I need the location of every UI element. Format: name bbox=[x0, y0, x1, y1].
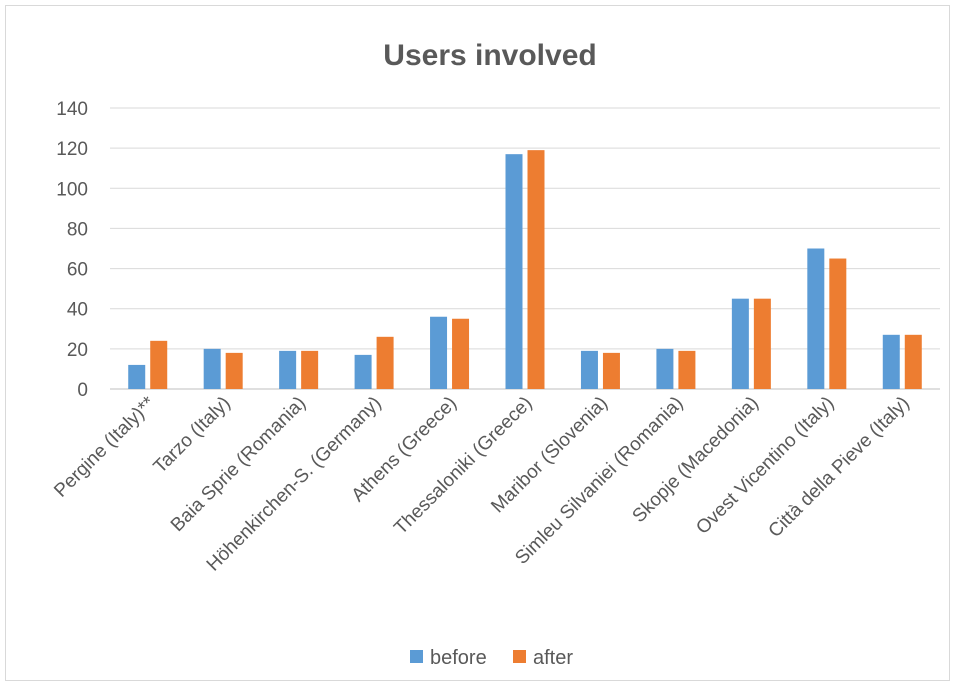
bar-after-6 bbox=[602, 352, 620, 389]
y-tick-label: 40 bbox=[67, 300, 88, 321]
x-tick-label: Città della Pieve (Italy) bbox=[765, 393, 914, 542]
x-tick-label: Ovest Vicentino (Italy) bbox=[692, 393, 838, 539]
bar-after-8 bbox=[753, 298, 771, 389]
bar-before-8 bbox=[731, 298, 749, 389]
bar-before-4 bbox=[430, 316, 448, 389]
gridlines bbox=[110, 107, 940, 390]
bar-after-9 bbox=[829, 258, 847, 389]
y-tick-label: 20 bbox=[67, 340, 88, 361]
legend-label-after: after bbox=[533, 647, 573, 669]
bar-after-5 bbox=[527, 150, 545, 389]
bar-before-5 bbox=[505, 154, 523, 389]
legend-label-before: before bbox=[430, 647, 487, 669]
chart-title: Users involved bbox=[383, 39, 596, 72]
legend: before after bbox=[410, 647, 573, 669]
x-tick-label: Thessaloniki (Greece) bbox=[390, 393, 536, 539]
legend-swatch-after bbox=[513, 650, 526, 663]
bar-after-10 bbox=[904, 334, 922, 389]
bar-before-0 bbox=[128, 364, 146, 389]
y-tick-label: 60 bbox=[67, 260, 88, 281]
x-tick-label: Skopje (Macedonia) bbox=[629, 393, 763, 527]
bar-before-9 bbox=[807, 248, 825, 389]
x-tick-label: Pergine (Italy)** bbox=[50, 392, 159, 501]
y-tick-label: 120 bbox=[56, 139, 88, 160]
legend-swatch-before bbox=[410, 650, 423, 663]
bar-before-2 bbox=[279, 350, 297, 389]
x-axis-labels: Pergine (Italy)**Tarzo (Italy)Baia Sprie… bbox=[50, 392, 913, 575]
y-tick-label: 100 bbox=[56, 179, 88, 200]
x-tick-label: Baia Sprie (Romania) bbox=[167, 393, 310, 536]
bar-before-10 bbox=[882, 334, 900, 389]
bar-before-6 bbox=[580, 350, 598, 389]
bars bbox=[128, 150, 922, 389]
y-tick-label: 140 bbox=[56, 99, 88, 120]
bar-after-2 bbox=[301, 350, 319, 389]
y-tick-label: 80 bbox=[67, 219, 88, 240]
bar-after-1 bbox=[225, 352, 243, 389]
bar-after-3 bbox=[376, 336, 394, 389]
bar-before-7 bbox=[656, 348, 674, 389]
bar-before-1 bbox=[203, 348, 221, 389]
y-axis-ticks: 0 20 40 60 80 100 120 140 bbox=[56, 99, 88, 401]
bar-after-4 bbox=[452, 318, 470, 389]
bar-after-0 bbox=[150, 340, 168, 389]
y-tick-label: 0 bbox=[77, 380, 88, 401]
bar-after-7 bbox=[678, 350, 696, 389]
bar-before-3 bbox=[354, 354, 372, 389]
